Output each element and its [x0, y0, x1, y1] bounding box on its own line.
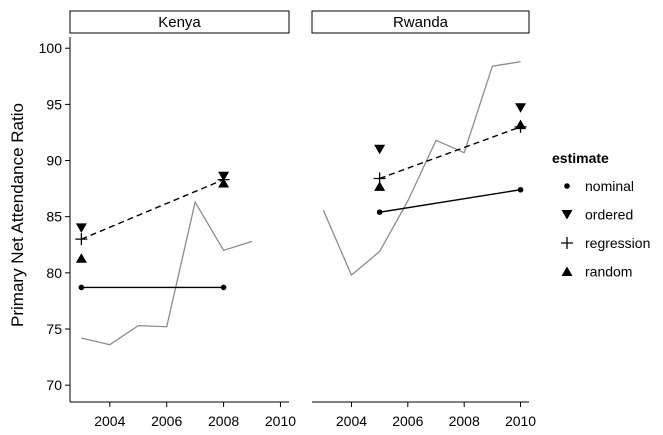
- x-tick-label: 2004: [336, 413, 367, 429]
- random-point: [374, 181, 386, 191]
- y-tick-label: 80: [46, 265, 62, 281]
- legend-title: estimate: [552, 150, 609, 166]
- ordered-point: [515, 103, 527, 113]
- nominal-point: [376, 209, 383, 215]
- x-tick-label: 2010: [505, 413, 536, 429]
- panel-kenya: Kenya 70 75 80 85 90 95 100 2004 2006 2008 2010: [39, 10, 296, 429]
- legend-ordered-marker: [561, 210, 573, 220]
- observed-series-line: [81, 200, 253, 346]
- nominal-point: [220, 284, 227, 291]
- random-point: [218, 178, 230, 188]
- legend-entry-regression: regression: [561, 235, 650, 251]
- legend-label: random: [585, 264, 632, 280]
- y-tick-label: 90: [46, 153, 62, 169]
- legend-entry-random: random: [561, 264, 632, 280]
- y-tick-label: 70: [46, 377, 62, 393]
- panel-rwanda: Rwanda 2004 2006 2008 2010: [311, 10, 536, 429]
- y-tick-label: 95: [46, 96, 62, 112]
- legend-regression-marker: [561, 237, 573, 249]
- nominal-point: [517, 186, 524, 193]
- legend-label: ordered: [585, 207, 633, 223]
- legend-entry-ordered: ordered: [561, 207, 633, 223]
- panel-strip: [69, 10, 290, 34]
- observed-series-line: [322, 61, 521, 277]
- legend-label: nominal: [585, 178, 634, 194]
- panel-strip: [311, 10, 530, 34]
- legend-nominal-marker: [564, 183, 570, 189]
- y-tick-label: 100: [39, 40, 63, 56]
- nominal-point: [78, 284, 85, 291]
- x-tick-label: 2004: [94, 413, 125, 429]
- x-tick-label: 2008: [208, 413, 239, 429]
- regression-line: [81, 178, 224, 240]
- legend-entry-nominal: nominal: [564, 178, 634, 194]
- panel-label: Rwanda: [393, 14, 449, 31]
- regression-line: [379, 126, 521, 180]
- x-tick-label: 2006: [151, 413, 182, 429]
- legend-random-marker: [561, 266, 573, 276]
- x-tick-label: 2010: [265, 413, 296, 429]
- legend-label: regression: [585, 235, 650, 251]
- random-point: [515, 119, 527, 130]
- regression-point: [75, 233, 88, 246]
- nominal-line: [379, 189, 521, 213]
- y-tick-label: 85: [46, 209, 62, 225]
- panel-label: Kenya: [158, 14, 201, 31]
- random-point: [75, 253, 87, 263]
- x-tick-label: 2006: [392, 413, 423, 429]
- ordered-point: [75, 223, 87, 233]
- y-tick-label: 75: [46, 321, 62, 337]
- ordered-point: [374, 144, 386, 155]
- y-axis-label: Primary Net Attendance Ratio: [8, 103, 27, 327]
- x-tick-label: 2008: [449, 413, 480, 429]
